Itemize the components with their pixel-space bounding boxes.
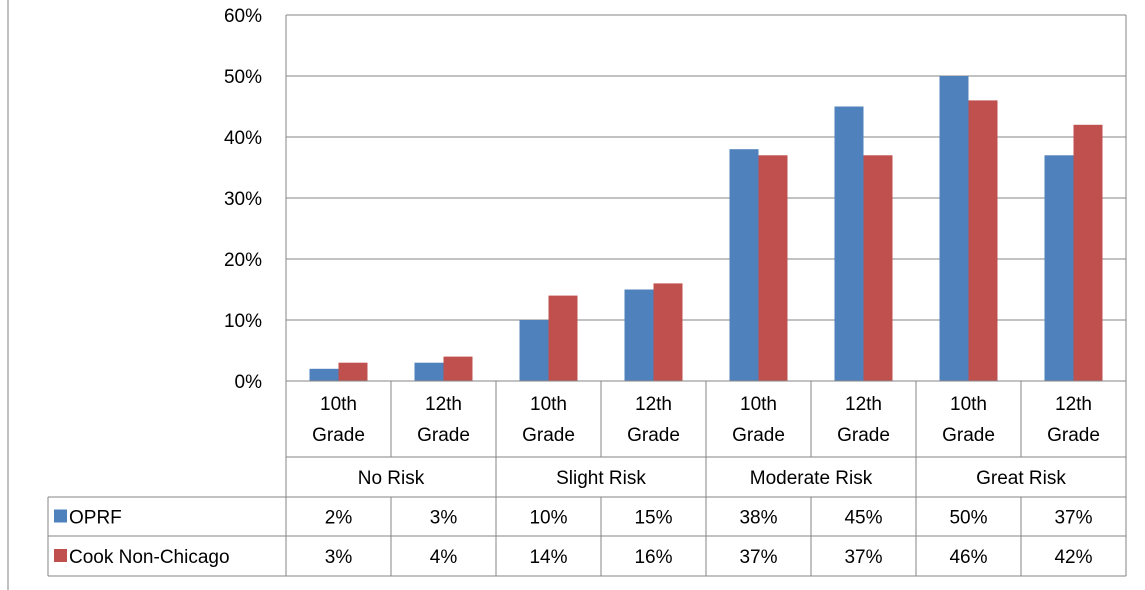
x-group-label: Great Risk <box>976 468 1066 489</box>
table-cell-value: 15% <box>634 508 672 529</box>
bar-cook-non-chicago <box>863 155 893 381</box>
x-tick-label: 10th <box>950 394 987 415</box>
y-tick-label: 50% <box>224 67 262 88</box>
bar-cook-non-chicago <box>968 100 998 382</box>
x-tick-label: Grade <box>417 425 470 446</box>
bar-oprf <box>519 320 549 381</box>
table-cell-value: 10% <box>529 508 567 529</box>
x-tick-label: Grade <box>837 425 890 446</box>
table-cell-value: 37% <box>1054 508 1092 529</box>
y-tick-label: 40% <box>224 128 262 149</box>
table-cell-value: 4% <box>430 547 458 568</box>
table-cell-value: 3% <box>325 547 353 568</box>
table-cell-value: 3% <box>430 508 458 529</box>
table-cell-value: 2% <box>325 508 353 529</box>
table-cell-value: 46% <box>949 547 987 568</box>
x-tick-label: Grade <box>732 425 785 446</box>
bar-oprf <box>1044 155 1074 381</box>
bar-oprf <box>414 362 444 381</box>
bar-oprf <box>624 289 654 381</box>
bar-cook-non-chicago <box>653 283 683 381</box>
bar-cook-non-chicago <box>758 155 788 381</box>
bar-oprf <box>729 149 759 381</box>
x-tick-label: Grade <box>942 425 995 446</box>
legend-swatch-cook-non-chicago <box>54 549 67 562</box>
table-cell-value: 50% <box>949 508 987 529</box>
x-tick-label: Grade <box>522 425 575 446</box>
x-tick-label: 12th <box>845 394 882 415</box>
table-cell-value: 37% <box>739 547 777 568</box>
y-tick-label: 60% <box>224 6 262 27</box>
x-tick-label: 12th <box>635 394 672 415</box>
table-cell-value: 37% <box>844 547 882 568</box>
x-tick-label: Grade <box>312 425 365 446</box>
legend-label: OPRF <box>69 508 122 529</box>
x-group-label: Moderate Risk <box>750 468 873 489</box>
y-tick-label: 30% <box>224 189 262 210</box>
table-cell-value: 14% <box>529 547 567 568</box>
bar-cook-non-chicago <box>338 362 368 381</box>
bar-cook-non-chicago <box>1073 124 1103 382</box>
legend-label: Cook Non-Chicago <box>69 547 230 568</box>
x-tick-label: 10th <box>530 394 567 415</box>
y-tick-label: 10% <box>224 311 262 332</box>
x-tick-label: Grade <box>1047 425 1100 446</box>
y-tick-label: 0% <box>235 372 263 393</box>
table-cell-value: 42% <box>1054 547 1092 568</box>
table-cell-value: 45% <box>844 508 882 529</box>
x-group-label: No Risk <box>358 468 425 489</box>
legend-swatch-oprf <box>54 509 67 523</box>
x-tick-label: Grade <box>627 425 680 446</box>
x-group-label: Slight Risk <box>556 468 646 489</box>
x-tick-label: 12th <box>425 394 462 415</box>
bar-cook-non-chicago <box>443 356 473 381</box>
table-cell-value: 16% <box>634 547 672 568</box>
x-tick-label: 10th <box>320 394 357 415</box>
bar-cook-non-chicago <box>548 295 578 381</box>
x-tick-label: 10th <box>740 394 777 415</box>
bar-oprf <box>834 106 864 381</box>
table-cell-value: 38% <box>739 508 777 529</box>
x-tick-label: 12th <box>1055 394 1092 415</box>
bar-oprf <box>309 368 339 381</box>
y-tick-label: 20% <box>224 250 262 271</box>
bar-oprf <box>939 76 969 381</box>
